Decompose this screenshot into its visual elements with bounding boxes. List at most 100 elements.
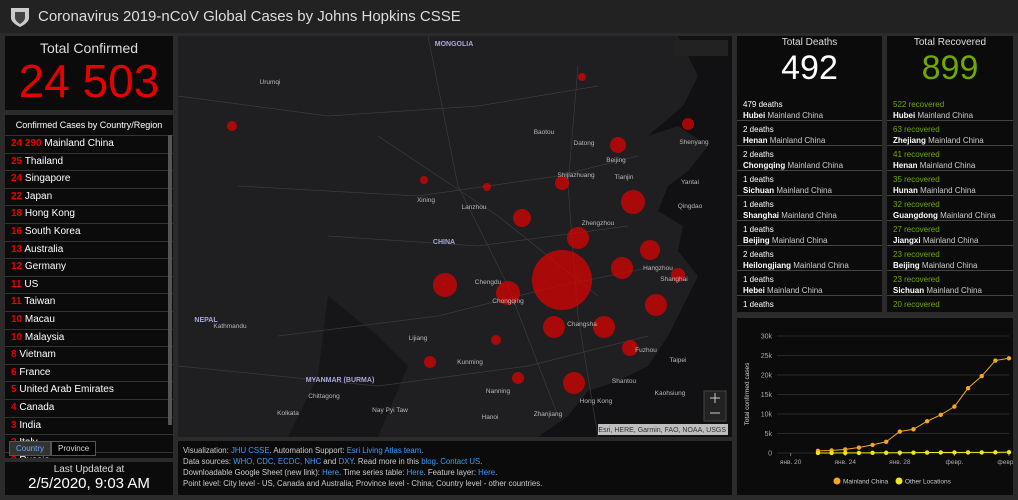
recovered-row: 27 recovered Jiangxi Mainland China bbox=[887, 221, 1013, 246]
country-row: 11 Taiwan bbox=[5, 294, 173, 312]
place: Heilongjiang bbox=[743, 261, 791, 270]
point bbox=[924, 419, 930, 424]
recovered-panel: Total Recovered 899 522 recovered Hubei M… bbox=[887, 36, 1013, 312]
point bbox=[911, 450, 916, 455]
region: Mainland China bbox=[926, 286, 982, 295]
legend-swatch bbox=[833, 477, 841, 485]
place: Henan bbox=[893, 161, 918, 170]
map-label: Chongqing bbox=[492, 298, 524, 305]
tab[interactable]: Country bbox=[9, 441, 52, 456]
map-label: Baotou bbox=[534, 129, 555, 136]
count: 16 bbox=[11, 225, 23, 237]
place: Chongqing bbox=[743, 161, 786, 170]
country: US bbox=[24, 278, 39, 290]
label: Last Updated at bbox=[53, 464, 125, 475]
count: 11 bbox=[11, 278, 22, 290]
text: and bbox=[321, 457, 339, 466]
map-label: Shanghai bbox=[660, 276, 687, 283]
place-line: Henan Mainland China bbox=[893, 160, 1007, 171]
region: Mainland China bbox=[920, 186, 976, 195]
count: 3 bbox=[11, 419, 17, 431]
count: 24 290 bbox=[11, 138, 42, 149]
place-line: Henan Mainland China bbox=[743, 135, 876, 146]
legend-label: Other Locations bbox=[905, 479, 952, 486]
point bbox=[870, 442, 875, 448]
link[interactable]: Contact US bbox=[440, 457, 481, 466]
place-line: Heilongjiang Mainland China bbox=[743, 260, 876, 271]
count: 18 bbox=[11, 208, 23, 220]
place-line: Beijing Mainland China bbox=[893, 260, 1007, 271]
recovered-row: 32 recovered Guangdong Mainland China bbox=[887, 196, 1013, 221]
info-line: Point level: City level - US, Canada and… bbox=[183, 478, 727, 489]
link[interactable]: Esri Living Atlas team bbox=[346, 446, 422, 455]
y-tick-label: 15k bbox=[761, 392, 773, 399]
link[interactable]: JHU CSSE bbox=[230, 446, 270, 455]
region: Mainland China bbox=[767, 111, 824, 120]
country: South Korea bbox=[24, 225, 81, 237]
point bbox=[938, 412, 943, 417]
country-row: 8 Vietnam bbox=[5, 347, 173, 365]
place-line: Hainan Mainland China bbox=[743, 310, 876, 312]
map-label: Hong Kong bbox=[580, 398, 613, 405]
country: United Arab Emirates bbox=[19, 384, 114, 396]
point bbox=[843, 447, 848, 452]
case-bubbles bbox=[227, 73, 694, 394]
count: 22 bbox=[11, 190, 23, 202]
tab[interactable]: Province bbox=[51, 441, 97, 456]
point bbox=[815, 450, 821, 456]
link[interactable]: Here bbox=[322, 468, 340, 477]
link[interactable]: WHO, CDC, ECDC, NHC bbox=[233, 457, 322, 466]
chart-panel: Total confirmed cases 0 5k 10k 15k 20k 25k 30k… bbox=[737, 318, 1013, 495]
place: Hainan bbox=[743, 311, 770, 312]
point bbox=[965, 385, 971, 391]
count: 32 recovered bbox=[893, 200, 940, 209]
country-row: 16 South Korea bbox=[5, 224, 173, 242]
text: . Time series table: bbox=[339, 468, 407, 477]
count: 13 bbox=[11, 243, 23, 255]
country: France bbox=[19, 366, 51, 378]
point bbox=[883, 439, 889, 444]
map-label: Lanzhou bbox=[462, 204, 487, 211]
country-row: 11 US bbox=[5, 277, 173, 295]
tabs: Country Province bbox=[9, 441, 97, 456]
link[interactable]: Here bbox=[406, 468, 424, 477]
map[interactable]: MONGOLIA CHINA Urumqi Baotou Datong Beijing Ti… bbox=[178, 36, 732, 437]
country: Australia bbox=[24, 243, 64, 255]
country-row: 2 Russia bbox=[5, 453, 173, 458]
deaths-row: 1 deathsHainan Mainland China bbox=[737, 296, 882, 312]
link[interactable]: blog bbox=[421, 457, 436, 466]
place: Beijing bbox=[893, 261, 920, 270]
map-label: Shijiazhuang bbox=[557, 172, 595, 179]
link[interactable]: Here bbox=[478, 468, 496, 477]
point bbox=[843, 450, 848, 456]
country: Hong Kong bbox=[24, 208, 75, 220]
recovered-row: 23 recovered Sichuan Mainland China bbox=[887, 271, 1013, 296]
point bbox=[856, 445, 862, 450]
country: Russia bbox=[19, 455, 50, 458]
point bbox=[870, 450, 875, 456]
country-row: 12 Germany bbox=[5, 259, 173, 277]
text: Visualization: bbox=[183, 446, 231, 455]
deaths-row: 1 deaths Shanghai Mainland China bbox=[737, 196, 882, 221]
value: 899 bbox=[921, 49, 979, 87]
map-label: Taipei bbox=[670, 357, 687, 364]
text: Data sources: bbox=[183, 457, 234, 466]
place: Guangdong bbox=[893, 211, 938, 220]
country: Vietnam bbox=[19, 349, 56, 361]
count: 2 deaths bbox=[743, 125, 774, 134]
text: . Read more in this bbox=[353, 457, 422, 466]
country: Thailand bbox=[24, 155, 64, 167]
point bbox=[897, 429, 903, 434]
count: 23 recovered bbox=[893, 275, 940, 284]
region: Mainland China bbox=[793, 261, 849, 270]
y-tick-label: 5k bbox=[765, 431, 773, 438]
place: Hebei bbox=[743, 286, 765, 295]
link[interactable]: DXY bbox=[338, 457, 354, 466]
recovered-row: 63 recovered Zhejiang Mainland China bbox=[887, 121, 1013, 146]
country-row: 3 India bbox=[5, 418, 173, 436]
country: Canada bbox=[19, 401, 55, 413]
count: 2 bbox=[11, 455, 17, 458]
country-row: 25 Thailand bbox=[5, 154, 173, 172]
deaths-row: 2 deaths Heilongjiang Mainland China bbox=[737, 246, 882, 271]
info-line: Downloadable Google Sheet (new link): He… bbox=[183, 467, 727, 478]
